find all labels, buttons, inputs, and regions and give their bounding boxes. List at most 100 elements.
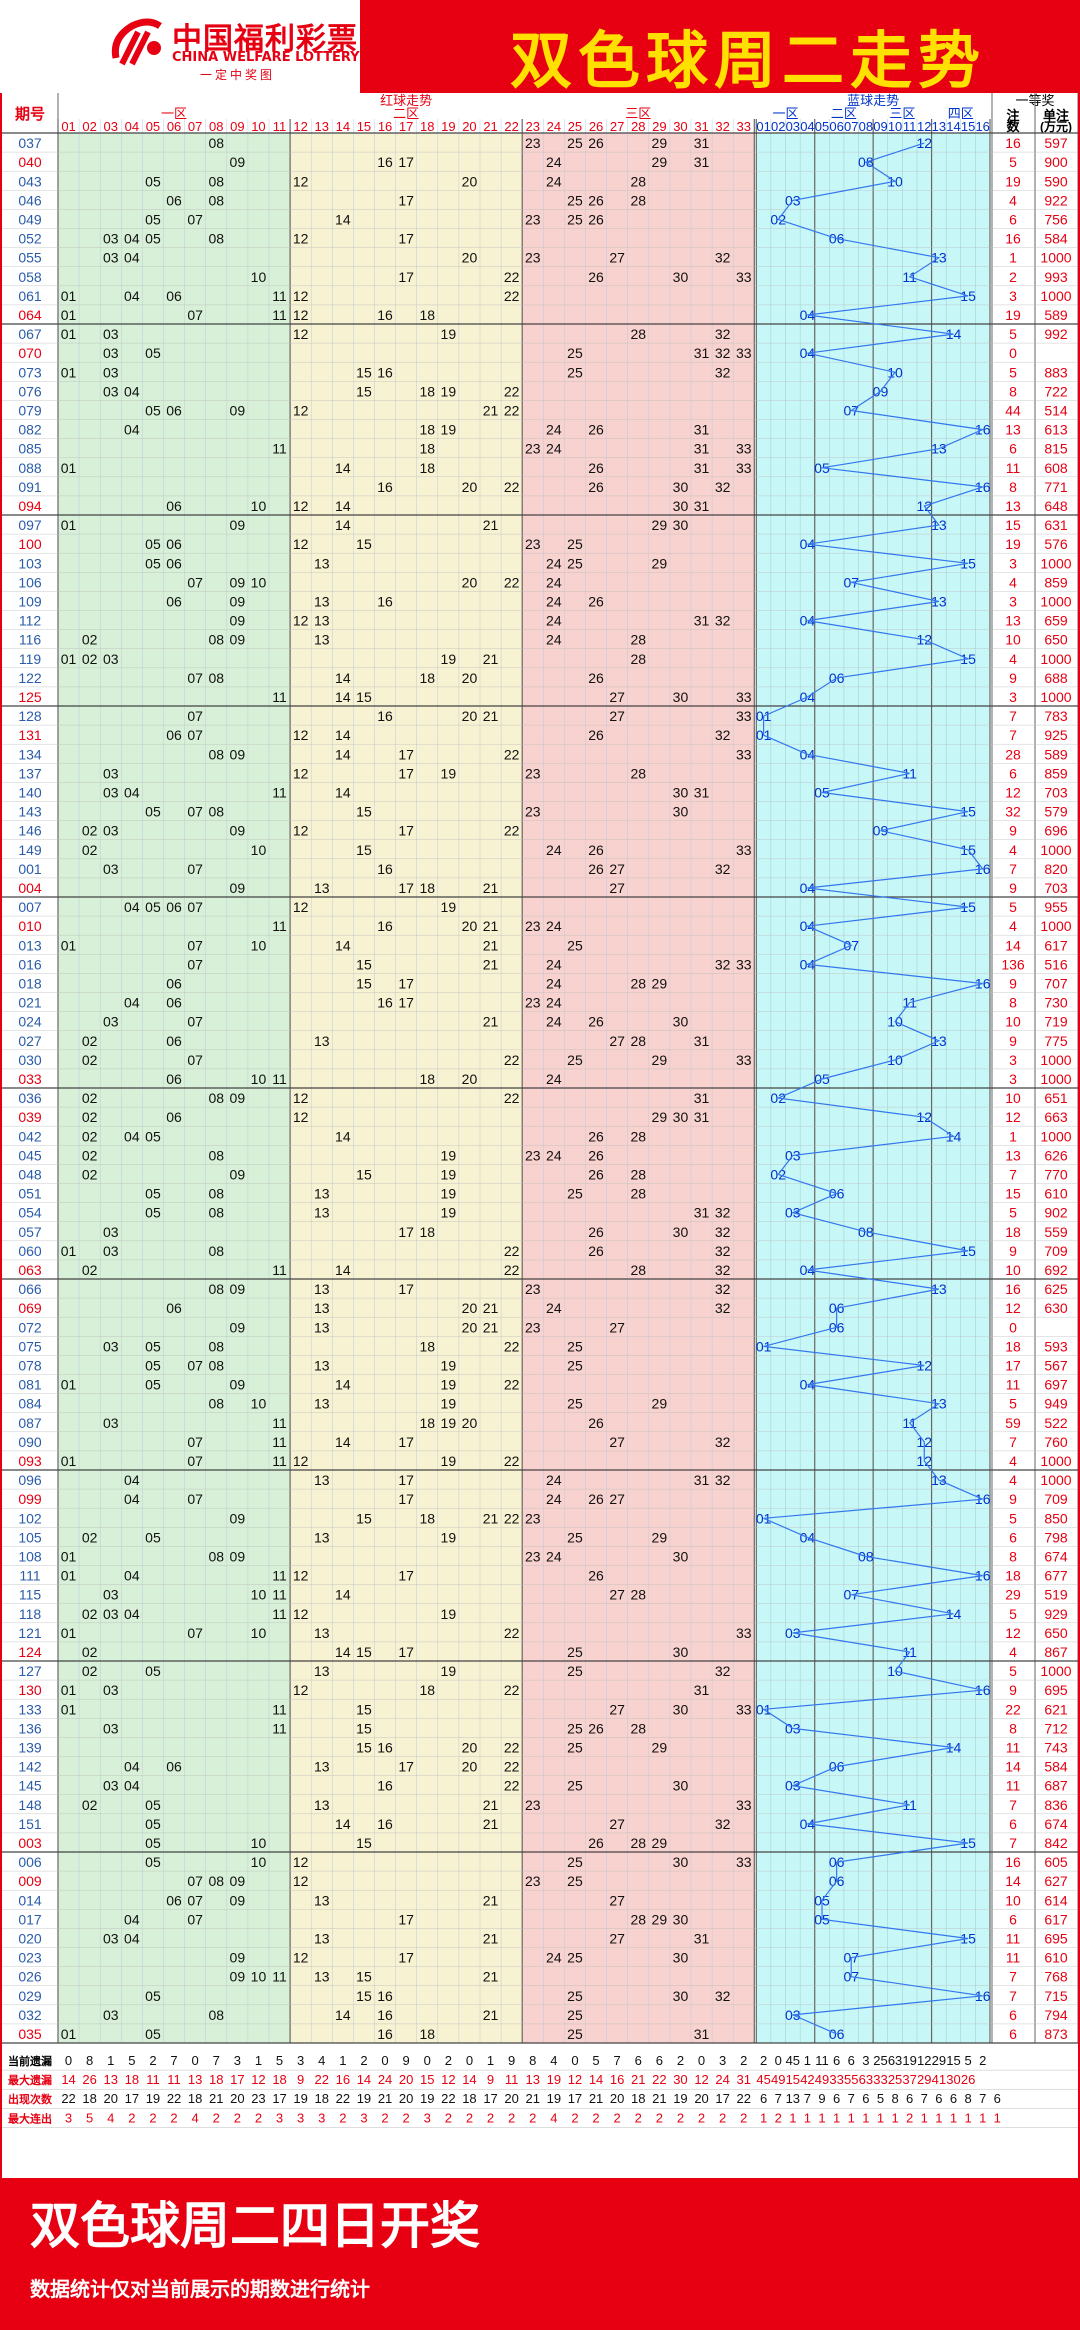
red-col-label: 17 bbox=[399, 119, 413, 134]
stats-value: 2 bbox=[170, 2110, 177, 2125]
winner-count: 5 bbox=[1009, 1510, 1017, 1526]
red-ball: 23 bbox=[525, 1510, 541, 1526]
red-ball: 06 bbox=[166, 192, 182, 208]
issue-number: 037 bbox=[18, 135, 42, 151]
red-ball: 14 bbox=[335, 1816, 351, 1832]
stats-value: 13 bbox=[104, 2072, 118, 2087]
stats-value: 5 bbox=[86, 2110, 93, 2125]
red-ball: 01 bbox=[61, 1243, 77, 1259]
red-ball: 28 bbox=[630, 1033, 646, 1049]
red-ball: 28 bbox=[630, 1167, 646, 1183]
red-col-label: 33 bbox=[737, 119, 751, 134]
prize-amount: 883 bbox=[1044, 364, 1068, 380]
stats-value: 26 bbox=[82, 2072, 96, 2087]
winner-count: 5 bbox=[1009, 1396, 1017, 1412]
issue-number: 055 bbox=[18, 250, 42, 266]
stats-value: 42 bbox=[800, 2072, 814, 2087]
red-ball: 30 bbox=[673, 1701, 689, 1717]
red-ball: 23 bbox=[525, 135, 541, 151]
winner-count: 13 bbox=[1005, 422, 1021, 438]
red-ball: 13 bbox=[314, 1529, 330, 1545]
red-col-label: 13 bbox=[315, 119, 329, 134]
red-ball: 08 bbox=[208, 135, 224, 151]
winner-count: 5 bbox=[1009, 1606, 1017, 1622]
prize-amount: 576 bbox=[1044, 536, 1068, 552]
red-ball: 15 bbox=[356, 842, 372, 858]
red-ball: 11 bbox=[272, 1434, 287, 1450]
red-ball: 25 bbox=[567, 364, 583, 380]
blue-col-label: 05 bbox=[815, 119, 829, 134]
red-ball: 29 bbox=[652, 154, 668, 170]
prize-amount: 696 bbox=[1044, 823, 1068, 839]
red-ball: 07 bbox=[187, 1491, 203, 1507]
red-ball: 14 bbox=[335, 689, 351, 705]
red-ball: 17 bbox=[398, 1491, 414, 1507]
winner-count: 19 bbox=[1005, 307, 1021, 323]
red-ball: 23 bbox=[525, 765, 541, 781]
red-ball: 09 bbox=[230, 1549, 246, 1565]
red-ball: 25 bbox=[567, 1854, 583, 1870]
red-ball: 22 bbox=[504, 1338, 520, 1354]
red-col-label: 19 bbox=[441, 119, 455, 134]
stats-value: 7 bbox=[921, 2091, 928, 2106]
red-ball: 31 bbox=[694, 2026, 710, 2042]
issue-number: 145 bbox=[18, 1778, 42, 1794]
issue-number: 026 bbox=[18, 1969, 42, 1985]
stats-value: 2 bbox=[381, 2110, 388, 2125]
winner-count: 16 bbox=[1005, 1281, 1021, 1297]
red-ball: 03 bbox=[103, 1243, 119, 1259]
issue-number: 087 bbox=[18, 1415, 42, 1431]
red-ball: 15 bbox=[356, 1740, 372, 1756]
red-ball: 30 bbox=[673, 1988, 689, 2004]
stats-value: 3 bbox=[297, 2110, 304, 2125]
red-ball: 21 bbox=[483, 937, 499, 953]
red-ball: 05 bbox=[145, 1663, 161, 1679]
prize-amount: 703 bbox=[1044, 880, 1068, 896]
winner-count: 7 bbox=[1009, 1988, 1017, 2004]
winner-count: 9 bbox=[1009, 976, 1017, 992]
issue-number: 127 bbox=[18, 1663, 42, 1679]
red-ball: 28 bbox=[630, 192, 646, 208]
red-ball: 26 bbox=[588, 1835, 604, 1851]
red-ball: 32 bbox=[715, 1224, 731, 1240]
red-ball: 03 bbox=[103, 345, 119, 361]
red-ball: 13 bbox=[314, 880, 330, 896]
issue-number: 079 bbox=[18, 403, 42, 419]
red-ball: 05 bbox=[145, 1816, 161, 1832]
winner-count: 6 bbox=[1009, 1911, 1017, 1927]
red-ball: 08 bbox=[208, 231, 224, 247]
prize-amount: 590 bbox=[1044, 173, 1068, 189]
stats-value: 20 bbox=[399, 2091, 413, 2106]
stats-value: 18 bbox=[209, 2072, 223, 2087]
red-ball: 12 bbox=[293, 1606, 309, 1622]
stats-value: 23 bbox=[251, 2091, 265, 2106]
red-ball: 26 bbox=[588, 1224, 604, 1240]
red-col-label: 11 bbox=[273, 119, 287, 134]
red-ball: 05 bbox=[145, 1338, 161, 1354]
winner-count: 18 bbox=[1005, 1568, 1021, 1584]
red-ball: 21 bbox=[483, 2007, 499, 2023]
welfare-lottery-logo-icon bbox=[111, 18, 162, 66]
stats-value: 2 bbox=[445, 2110, 452, 2125]
stats-value: 14 bbox=[462, 2072, 476, 2087]
red-ball: 29 bbox=[652, 1109, 668, 1125]
red-ball: 10 bbox=[251, 1396, 267, 1412]
red-zone2-header: 二区 bbox=[393, 106, 419, 121]
stats-value: 0 bbox=[424, 2053, 431, 2068]
red-ball: 10 bbox=[251, 1625, 267, 1641]
red-ball: 14 bbox=[335, 460, 351, 476]
winner-count: 9 bbox=[1009, 1243, 1017, 1259]
stats-value: 1 bbox=[877, 2110, 884, 2125]
blue-ball: 12 bbox=[916, 1358, 932, 1374]
prize-amount: 730 bbox=[1044, 995, 1068, 1011]
stats-value: 11 bbox=[815, 2053, 829, 2068]
red-ball: 04 bbox=[124, 422, 140, 438]
red-col-label: 27 bbox=[610, 119, 624, 134]
red-ball: 09 bbox=[230, 403, 246, 419]
red-ball: 03 bbox=[103, 1014, 119, 1030]
stats-value: 9 bbox=[818, 2091, 825, 2106]
red-ball: 21 bbox=[483, 1300, 499, 1316]
red-ball: 11 bbox=[272, 1415, 287, 1431]
red-ball: 23 bbox=[525, 995, 541, 1011]
red-ball: 20 bbox=[462, 1071, 478, 1087]
